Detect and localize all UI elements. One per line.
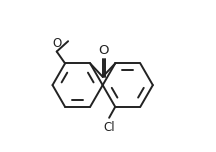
Text: O: O <box>98 43 109 57</box>
Text: Cl: Cl <box>103 121 115 133</box>
Text: O: O <box>52 37 62 50</box>
